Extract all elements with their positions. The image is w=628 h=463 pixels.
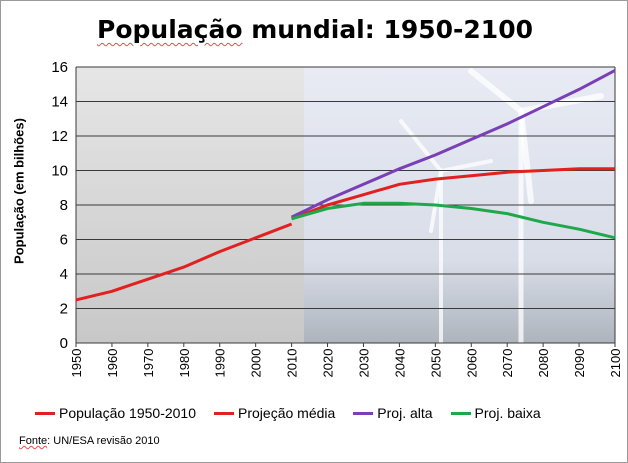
x-tick-label: 2080: [536, 349, 551, 378]
y-tick-label: 12: [51, 128, 68, 145]
x-tick-label: 2100: [608, 349, 623, 378]
turbine-decoration: [399, 68, 604, 346]
y-tick-label: 16: [51, 59, 68, 76]
source-note: Fonte: UN/ESA revisão 2010: [19, 435, 160, 447]
x-tick-label: 2040: [392, 349, 407, 378]
x-tick-label: 2070: [500, 349, 515, 378]
y-tick-label: 8: [60, 197, 68, 214]
x-tick-label: 2000: [249, 349, 264, 378]
legend-label: População 1950-2010: [59, 405, 197, 421]
x-tick-label: 1960: [105, 349, 120, 378]
legend-item-2: Proj. alta: [353, 405, 433, 421]
source-label: Fonte: [19, 435, 48, 447]
x-tick-label: 2030: [356, 349, 371, 378]
legend-label: Projeção média: [238, 405, 336, 421]
legend-swatch: [35, 411, 55, 415]
chart-title: População mundial: 1950-2100: [1, 15, 627, 44]
x-tick-label: 1980: [177, 349, 192, 378]
legend-label: Proj. baixa: [474, 405, 541, 421]
y-tick-label: 10: [51, 163, 68, 180]
legend-item-3: Proj. baixa: [450, 405, 541, 421]
x-tick-label: 1950: [69, 349, 84, 378]
title-word: População: [97, 15, 243, 44]
legend-item-0: População 1950-2010: [35, 405, 196, 421]
legend: População 1950-2010 Projeção média Proj. a…: [35, 403, 559, 423]
y-ticks: 0 2 4 6 8 10 12 14 16: [51, 59, 68, 352]
series-line-2: [290, 69, 616, 219]
x-tick-label: 1970: [141, 349, 156, 378]
legend-label: Proj. alta: [377, 405, 433, 421]
legend-swatch: [353, 411, 374, 415]
y-axis-label: População (em bilhões): [11, 118, 27, 264]
x-tick-label: 2010: [285, 349, 300, 378]
legend-swatch: [214, 411, 235, 415]
x-ticks: 1950 1960 1970 1980 1990 2000 2010 2020 2030 2040…: [69, 343, 623, 377]
x-tick-label: 2090: [572, 349, 587, 378]
series-line-1: [291, 167, 615, 221]
y-tick-label: 6: [60, 232, 68, 249]
x-tick-label: 2020: [321, 349, 336, 378]
legend-item-1: Projeção média: [214, 405, 335, 421]
y-tick-label: 0: [60, 335, 68, 352]
x-tick-label: 2050: [428, 349, 443, 378]
legend-swatch: [450, 411, 471, 415]
title-rest: mundial: 1950-2100: [242, 15, 533, 44]
source-text: : UN/ESA revisão 2010: [47, 435, 160, 447]
grid: [75, 66, 616, 344]
x-tick-label: 2060: [464, 349, 479, 378]
y-tick-label: 14: [51, 94, 68, 111]
series-line-0: [75, 222, 293, 302]
y-tick-label: 4: [60, 266, 68, 283]
x-tick-label: 1990: [213, 349, 228, 378]
series-line-3: [291, 201, 616, 240]
y-tick-label: 2: [60, 301, 68, 318]
series-lines: [75, 69, 616, 302]
